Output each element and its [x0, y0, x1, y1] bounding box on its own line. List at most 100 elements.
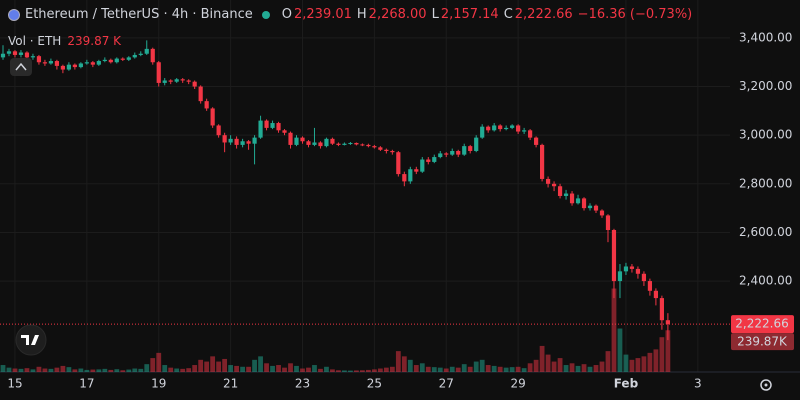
volume-bar: [246, 366, 251, 372]
candle-body: [84, 62, 89, 64]
candle-body: [174, 79, 179, 82]
volume-bar: [48, 368, 54, 372]
tv-logo[interactable]: [15, 324, 47, 356]
candle-body: [659, 298, 664, 321]
volume-bar: [204, 361, 210, 372]
coin-icon: [8, 8, 20, 21]
symbol-title[interactable]: Ethereum / TetherUS · 4h · Binance: [25, 7, 253, 22]
volume-bar: [90, 369, 96, 372]
volume-bar: [665, 330, 671, 372]
volume-bar: [635, 358, 641, 372]
volume-bar: [180, 368, 186, 372]
candle-body: [270, 123, 275, 128]
volume-bar: [545, 354, 551, 372]
volume-bar: [288, 363, 293, 372]
volume-bar: [54, 367, 60, 372]
x-tick-label: 27: [439, 377, 454, 391]
ohlc-value: 2,222.66: [514, 7, 573, 22]
volume-bar: [318, 368, 323, 372]
volume-bar: [473, 361, 479, 372]
candle-body: [24, 52, 30, 58]
candle-body: [132, 54, 137, 58]
volume-bar: [449, 366, 455, 372]
volume-bar: [491, 365, 497, 372]
candle-body: [516, 125, 521, 132]
candle-body: [180, 79, 185, 81]
candle-body: [198, 86, 203, 102]
volume-bar: [467, 366, 473, 372]
volume-bar: [455, 367, 461, 372]
candle-body: [474, 137, 479, 151]
volume-bar: [138, 368, 144, 372]
x-tick-label: 25: [367, 377, 382, 391]
candle-body: [120, 58, 125, 60]
last-price-label: 2,222.66: [735, 317, 788, 331]
candle-body: [186, 80, 191, 82]
last-volume-label: 239.87K: [737, 335, 788, 349]
volume-bar: [60, 365, 66, 372]
volume-bar: [371, 369, 377, 372]
candle-body: [635, 268, 641, 274]
volume-bar: [330, 369, 335, 372]
settings-gear[interactable]: [760, 379, 772, 391]
volume-bar: [641, 356, 647, 372]
volume-bar: [617, 328, 623, 372]
candle-body: [336, 143, 341, 145]
volume-bar: [150, 358, 156, 372]
ohlc-value: 2,268.00: [368, 7, 427, 22]
candle-body: [126, 57, 131, 60]
x-tick-label: 29: [510, 377, 525, 391]
volume-bar: [659, 337, 665, 372]
settings-gear-center: [764, 383, 768, 387]
candle-body: [288, 132, 293, 145]
volume-bar: [234, 365, 240, 372]
candle-body: [581, 198, 587, 209]
candle-body: [300, 137, 305, 142]
candle-body: [563, 193, 569, 196]
candle-body: [468, 146, 473, 151]
ohlc-legend: O 2,239.01 H 2,268.00 L 2,157.14 C 2,222.66: [279, 7, 573, 22]
volume-value: 239.87 K: [67, 34, 122, 48]
volume-bar: [156, 352, 162, 372]
volume-bar: [407, 359, 413, 372]
candle-body: [216, 125, 221, 136]
candle-body: [653, 290, 659, 299]
candle-body: [6, 51, 12, 54]
volume-bar: [431, 367, 437, 372]
candle-body: [522, 130, 527, 132]
candle-body: [18, 52, 24, 55]
volume-bar: [78, 368, 84, 372]
volume-bar: [461, 364, 467, 372]
candle-body: [36, 56, 42, 63]
volume-bar: [270, 365, 275, 372]
candle-body: [426, 159, 431, 162]
candle-body: [78, 63, 83, 68]
volume-bar: [611, 288, 617, 372]
volume-bar: [162, 365, 168, 372]
y-tick-label: 3,000.00: [739, 128, 792, 142]
volume-bar: [294, 365, 299, 372]
candle-body: [318, 142, 323, 147]
volume-bar: [276, 365, 281, 372]
market-status[interactable]: [261, 10, 270, 19]
candle-body: [539, 144, 545, 179]
candle-body: [665, 320, 670, 325]
last-price-box: [731, 315, 794, 334]
candle-body: [528, 130, 533, 138]
candle-body: [360, 144, 365, 146]
candle-body: [264, 120, 269, 128]
volume-bar: [629, 359, 635, 372]
candle-body: [384, 149, 389, 151]
collapse-button[interactable]: [10, 58, 32, 76]
candle-body: [282, 130, 287, 133]
volume-bar: [354, 370, 359, 372]
x-tick-label: Feb: [614, 377, 639, 391]
collapse-icon: [15, 62, 27, 71]
candle-body: [623, 266, 629, 272]
x-tick-label: 17: [79, 377, 94, 391]
volume-bar: [258, 356, 263, 372]
candle-body: [168, 80, 173, 82]
candle-body: [420, 159, 425, 172]
volume-bar: [563, 365, 569, 372]
candle-body: [587, 205, 593, 209]
